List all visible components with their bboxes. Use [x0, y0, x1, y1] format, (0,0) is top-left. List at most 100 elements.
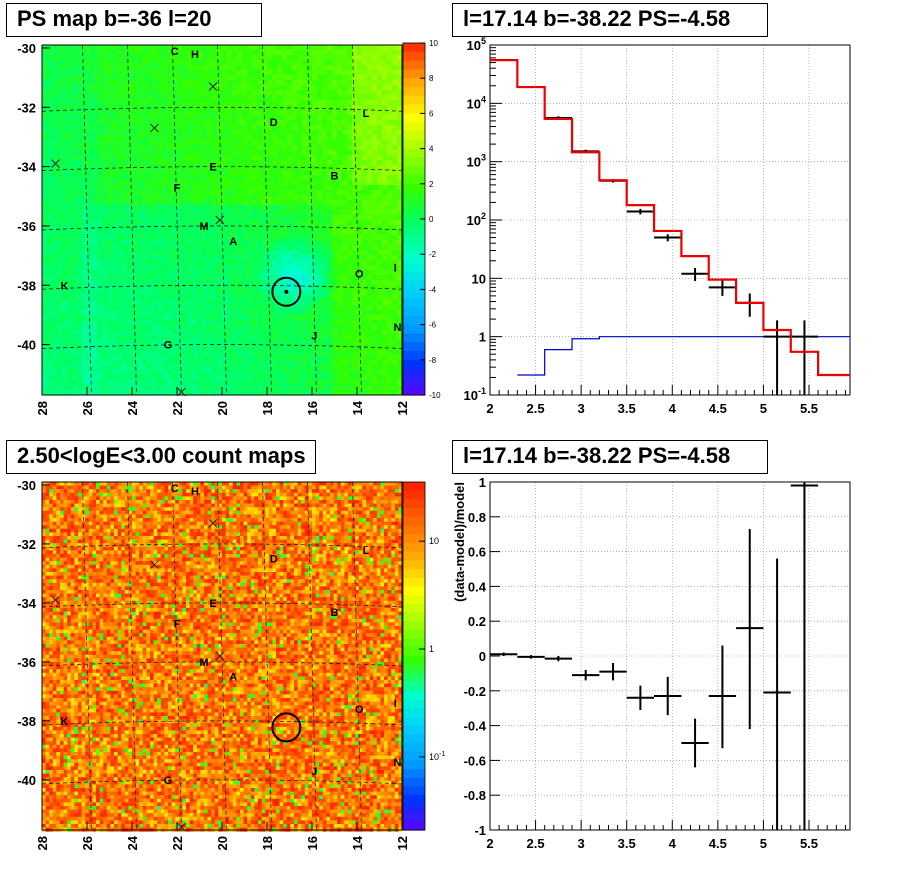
heatmap-cell — [127, 265, 133, 271]
heatmap-cell — [147, 285, 153, 291]
heatmap-cell — [347, 215, 353, 221]
heatmap-cell — [292, 220, 298, 226]
heatmap-cell — [82, 65, 88, 71]
heatmap-cell — [82, 195, 88, 201]
heatmap-cell — [167, 255, 173, 261]
heatmap-cell — [162, 140, 168, 146]
heatmap-cell — [52, 155, 58, 161]
heatmap-cell — [377, 125, 383, 131]
heatmap-cell — [107, 70, 113, 76]
heatmap-cell — [247, 255, 253, 261]
heatmap-cell — [382, 370, 388, 376]
heatmap-cell — [227, 250, 233, 256]
heatmap-cell — [302, 60, 308, 66]
heatmap-cell — [52, 180, 58, 186]
heatmap-cell — [172, 190, 178, 196]
heatmap-cell — [392, 140, 398, 146]
heatmap-cell — [282, 235, 288, 241]
heatmap-cell — [252, 285, 258, 291]
heatmap-cell — [362, 235, 368, 241]
heatmap-cell — [192, 55, 198, 61]
heatmap-cell — [377, 195, 383, 201]
heatmap-cell — [252, 325, 258, 331]
heatmap-cell — [282, 55, 288, 61]
heatmap-cell — [312, 170, 318, 176]
heatmap-cell — [157, 80, 163, 86]
heatmap-cell — [337, 375, 343, 381]
heatmap-cell — [297, 80, 303, 86]
heatmap-cell — [72, 195, 78, 201]
heatmap-cell — [102, 340, 108, 346]
heatmap-cell — [282, 225, 288, 231]
heatmap-cell — [377, 375, 383, 381]
heatmap-cell — [52, 135, 58, 141]
heatmap-cell — [297, 235, 303, 241]
heatmap-cell — [392, 335, 398, 341]
heatmap-cell — [337, 215, 343, 221]
heatmap-cell — [57, 185, 63, 191]
heatmap-cell — [272, 370, 278, 376]
heatmap-cell — [262, 200, 268, 206]
heatmap-cell — [167, 350, 173, 356]
heatmap-cell — [277, 190, 283, 196]
heatmap-cell — [312, 90, 318, 96]
heatmap-cell — [277, 350, 283, 356]
heatmap-cell — [122, 70, 128, 76]
heatmap-cell — [202, 255, 208, 261]
heatmap-cell — [182, 295, 188, 301]
heatmap-cell — [232, 260, 238, 266]
heatmap-cell — [107, 240, 113, 246]
heatmap-cell — [282, 330, 288, 336]
heatmap-cell — [167, 340, 173, 346]
heatmap-cell — [207, 85, 213, 91]
heatmap-cell — [237, 80, 243, 86]
heatmap-cell — [377, 210, 383, 216]
heatmap-cell — [87, 225, 93, 231]
heatmap-cell — [102, 215, 108, 221]
heatmap-cell — [337, 185, 343, 191]
heatmap-cell — [197, 175, 203, 181]
heatmap-cell — [177, 255, 183, 261]
heatmap-cell — [152, 165, 158, 171]
heatmap-cell — [132, 110, 138, 116]
heatmap-cell — [387, 170, 393, 176]
heatmap-cell — [82, 220, 88, 226]
heatmap-cell — [72, 355, 78, 361]
heatmap-cell — [347, 155, 353, 161]
heatmap-cell — [212, 250, 218, 256]
heatmap-cell — [247, 75, 253, 81]
heatmap-cell — [222, 45, 228, 51]
heatmap-cell — [217, 125, 223, 131]
heatmap-cell — [212, 155, 218, 161]
heatmap-cell — [247, 55, 253, 61]
heatmap-cell — [112, 85, 118, 91]
heatmap-cell — [337, 90, 343, 96]
heatmap-cell — [47, 310, 53, 316]
heatmap-cell — [252, 135, 258, 141]
heatmap-cell — [162, 315, 168, 321]
heatmap-cell — [202, 200, 208, 206]
heatmap-cell — [287, 190, 293, 196]
heatmap-cell — [87, 275, 93, 281]
heatmap-cell — [232, 195, 238, 201]
heatmap-cell — [127, 190, 133, 196]
heatmap-cell — [347, 290, 353, 296]
heatmap-cell — [197, 375, 203, 381]
heatmap-cell — [392, 90, 398, 96]
heatmap-cell — [217, 215, 223, 221]
heatmap-cell — [312, 175, 318, 181]
heatmap-cell — [87, 380, 93, 386]
heatmap-cell — [87, 340, 93, 346]
heatmap-cell — [102, 305, 108, 311]
heatmap-cell — [92, 45, 98, 51]
heatmap-cell — [307, 290, 313, 296]
heatmap-cell — [277, 365, 283, 371]
heatmap-cell — [162, 160, 168, 166]
heatmap-cell — [182, 165, 188, 171]
heatmap-cell — [87, 85, 93, 91]
heatmap-cell — [297, 230, 303, 236]
heatmap-cell — [302, 355, 308, 361]
heatmap-cell — [162, 365, 168, 371]
heatmap-cell — [87, 110, 93, 116]
heatmap-cell — [167, 70, 173, 76]
